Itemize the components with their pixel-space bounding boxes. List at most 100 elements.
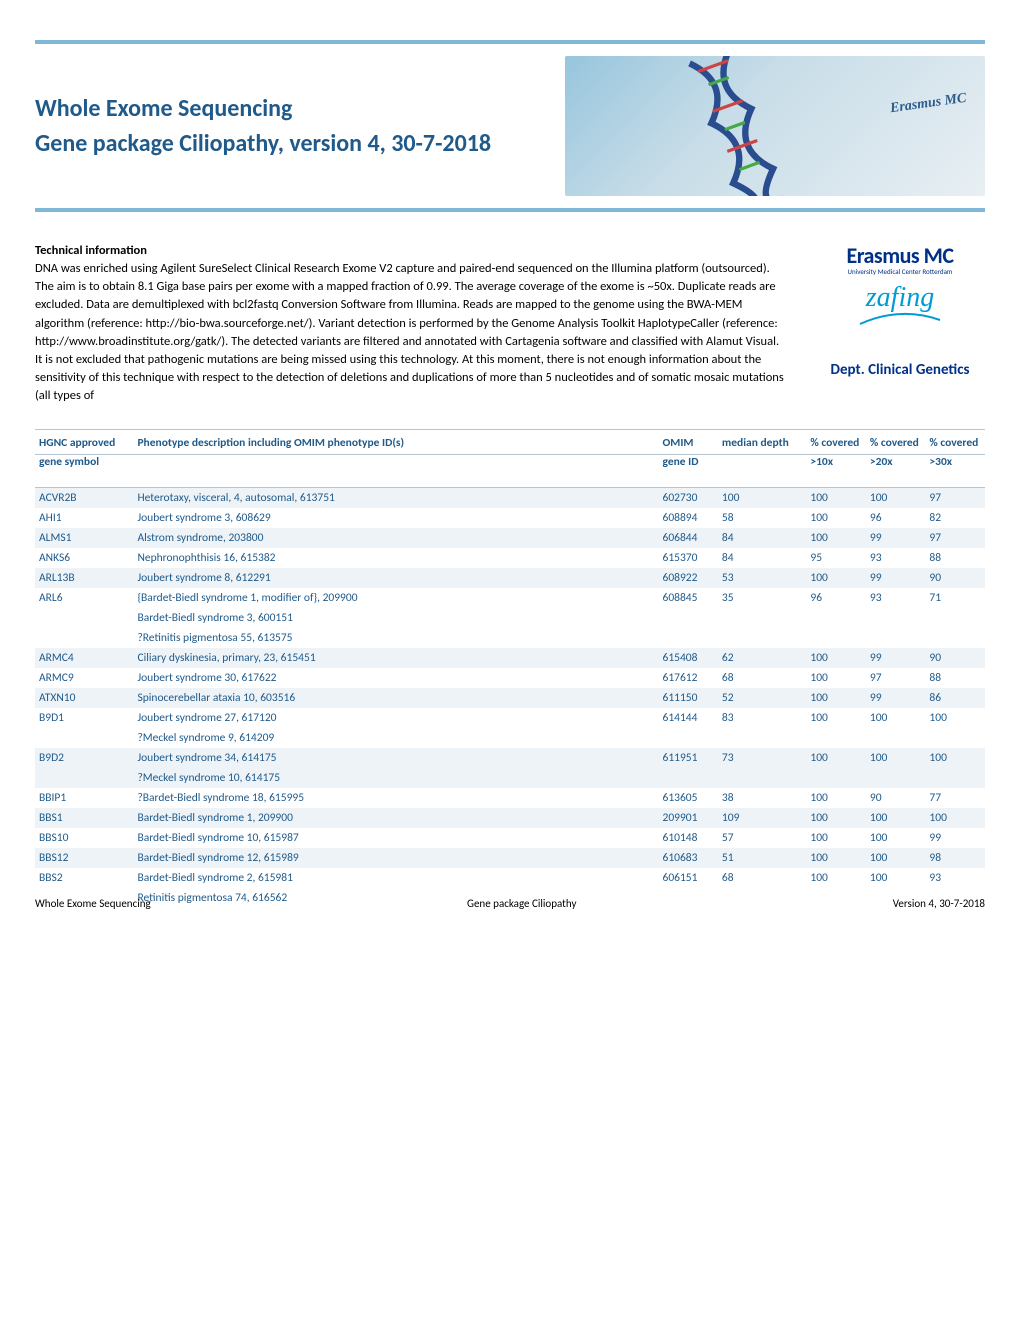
cell-depth: 35 [718, 588, 806, 608]
technical-info: Technical information DNA was enriched u… [35, 242, 785, 405]
cell-omim: 610683 [658, 848, 717, 868]
cell-depth: 84 [718, 528, 806, 548]
cell-c10: 100 [806, 788, 866, 808]
table-row: ?Meckel syndrome 9, 614209 [35, 728, 985, 748]
col-pheno-sub [133, 455, 658, 488]
col-depth-header: median depth [718, 430, 806, 455]
table-row: ANKS6Nephronophthisis 16, 61538261537084… [35, 548, 985, 568]
col-c10-header: % covered [806, 430, 866, 455]
cell-pheno: ?Meckel syndrome 10, 614175 [133, 768, 658, 788]
cell-depth: 38 [718, 788, 806, 808]
table-row: BBIP1?Bardet-Biedl syndrome 18, 61599561… [35, 788, 985, 808]
cell-pheno: Bardet-Biedl syndrome 2, 615981 [133, 868, 658, 888]
table-row: Bardet-Biedl syndrome 3, 600151 [35, 608, 985, 628]
cell-c20: 99 [866, 648, 926, 668]
cell-c30: 100 [925, 748, 985, 768]
cell-c20: 100 [866, 848, 926, 868]
cell-depth: 84 [718, 548, 806, 568]
cell-pheno: Joubert syndrome 34, 614175 [133, 748, 658, 768]
col-omim-sub: gene ID [658, 455, 717, 488]
cell-pheno: Joubert syndrome 30, 617622 [133, 668, 658, 688]
cell-omim: 608845 [658, 588, 717, 608]
page-footer: Whole Exome Sequencing Gene package Cili… [35, 897, 985, 910]
cell-c10: 100 [806, 808, 866, 828]
page-title-line1: Whole Exome Sequencing [35, 94, 565, 123]
table-row: BBS10Bardet-Biedl syndrome 10, 615987610… [35, 828, 985, 848]
cell-c20: 100 [866, 808, 926, 828]
cell-gene [35, 728, 133, 748]
table-row: BBS12Bardet-Biedl syndrome 12, 615989610… [35, 848, 985, 868]
dna-helix-icon [650, 56, 821, 196]
cell-c10: 96 [806, 588, 866, 608]
banner-text: Erasmus MC [890, 91, 968, 118]
cell-omim: 608894 [658, 508, 717, 528]
col-depth-sub [718, 455, 806, 488]
cell-omim: 611150 [658, 688, 717, 708]
cell-c10: 100 [806, 508, 866, 528]
cell-c30: 90 [925, 568, 985, 588]
col-c20-header: % covered [866, 430, 926, 455]
footer-center: Gene package Ciliopathy [467, 897, 576, 910]
col-gene-header: HGNC approved [35, 430, 133, 455]
cell-depth: 52 [718, 688, 806, 708]
cell-c20: 100 [866, 708, 926, 728]
cell-pheno: Joubert syndrome 3, 608629 [133, 508, 658, 528]
table-row: BBS1Bardet-Biedl syndrome 1, 20990020990… [35, 808, 985, 828]
table-row: ?Retinitis pigmentosa 55, 613575 [35, 628, 985, 648]
gene-table: HGNC approved Phenotype description incl… [35, 429, 985, 908]
cell-pheno: {Bardet-Biedl syndrome 1, modifier of}, … [133, 588, 658, 608]
col-c10-sub: >10x [806, 455, 866, 488]
cell-c30: 86 [925, 688, 985, 708]
cell-c20: 99 [866, 568, 926, 588]
cell-c10: 100 [806, 688, 866, 708]
cell-pheno: Joubert syndrome 8, 612291 [133, 568, 658, 588]
cell-depth: 62 [718, 648, 806, 668]
table-row: ARMC4Ciliary dyskinesia, primary, 23, 61… [35, 648, 985, 668]
cell-c10: 100 [806, 648, 866, 668]
page-title-line2: Gene package Ciliopathy, version 4, 30-7… [35, 129, 565, 158]
cell-gene: ARL13B [35, 568, 133, 588]
cell-c20: 93 [866, 588, 926, 608]
cell-omim: 610148 [658, 828, 717, 848]
cell-pheno: Bardet-Biedl syndrome 1, 209900 [133, 808, 658, 828]
cell-depth: 53 [718, 568, 806, 588]
cell-c20: 100 [866, 748, 926, 768]
tech-heading: Technical information [35, 243, 147, 258]
cell-c10: 95 [806, 548, 866, 568]
cell-omim: 606151 [658, 868, 717, 888]
cell-gene: BBS1 [35, 808, 133, 828]
cell-omim: 209901 [658, 808, 717, 828]
table-row: BBS2Bardet-Biedl syndrome 2, 61598160615… [35, 868, 985, 888]
col-c30-sub: >30x [925, 455, 985, 488]
cell-c30: 88 [925, 548, 985, 568]
cell-c30: 97 [925, 488, 985, 509]
col-c20-sub: >20x [866, 455, 926, 488]
cell-pheno: Heterotaxy, visceral, 4, autosomal, 6137… [133, 488, 658, 509]
cell-c20: 99 [866, 688, 926, 708]
cell-c20: 100 [866, 488, 926, 509]
cell-c20: 96 [866, 508, 926, 528]
cell-gene: AHI1 [35, 508, 133, 528]
cell-c20: 90 [866, 788, 926, 808]
cell-depth: 58 [718, 508, 806, 528]
cell-omim: 615408 [658, 648, 717, 668]
cell-depth: 57 [718, 828, 806, 848]
table-row: B9D2Joubert syndrome 34, 614175611951731… [35, 748, 985, 768]
table-row: ATXN10Spinocerebellar ataxia 10, 6035166… [35, 688, 985, 708]
cell-c20: 99 [866, 528, 926, 548]
cell-omim: 615370 [658, 548, 717, 568]
cell-c30: 93 [925, 868, 985, 888]
cell-gene: B9D2 [35, 748, 133, 768]
header-band: Whole Exome Sequencing Gene package Cili… [35, 40, 985, 212]
cell-gene [35, 628, 133, 648]
cell-gene: ARMC9 [35, 668, 133, 688]
cell-c10: 100 [806, 528, 866, 548]
cell-depth: 109 [718, 808, 806, 828]
cell-c30: 82 [925, 508, 985, 528]
cell-c30: 99 [925, 828, 985, 848]
cell-gene: BBS2 [35, 868, 133, 888]
cell-omim: 611951 [658, 748, 717, 768]
table-row: ARL6{Bardet-Biedl syndrome 1, modifier o… [35, 588, 985, 608]
col-c30-header: % covered [925, 430, 985, 455]
cell-c20: 100 [866, 828, 926, 848]
